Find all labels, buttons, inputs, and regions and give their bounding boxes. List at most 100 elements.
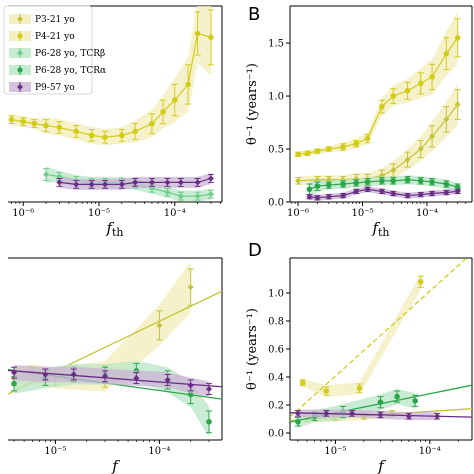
marker: [187, 284, 194, 291]
marker: [207, 191, 214, 198]
y-tick-label-b: 0.5: [268, 145, 284, 156]
point-p9-57-yo-d: [377, 411, 384, 419]
plot-area-b: [295, 11, 461, 201]
point-p3-21-yo-c: [187, 268, 194, 306]
y-tick-label-d: 0.8: [268, 317, 284, 328]
point-p9-57-yo-a: [177, 177, 184, 187]
marker: [56, 179, 63, 186]
fit-line-p4-21-yo-d: [290, 258, 468, 418]
point-p4-21-yo-b: [295, 151, 302, 158]
marker: [377, 411, 384, 418]
point-p9-57-yo-c: [206, 383, 213, 395]
marker: [11, 369, 18, 376]
point-p3-21-yo-b: [443, 106, 450, 133]
marker: [417, 146, 424, 153]
point-p6-28-yo-tcr-c: [206, 410, 213, 434]
marker: [377, 399, 384, 406]
marker: [454, 188, 461, 195]
point-p4-21-yo-b: [454, 18, 461, 58]
band-p4-21-yo-d: [302, 273, 421, 397]
marker: [102, 373, 109, 380]
legend-item-p9-57-yo: P9-57 yo: [9, 82, 75, 93]
y-axis-label-d: θ⁻¹ (years⁻¹): [245, 308, 260, 390]
marker: [314, 183, 321, 189]
band-p3-21-yo-b: [298, 83, 458, 186]
point-p9-57-yo-a: [207, 174, 214, 183]
point-p3-21-yo-b: [417, 140, 424, 159]
band-p4-21-yo-b: [298, 11, 458, 158]
marker: [390, 190, 397, 197]
point-p6-28-yo-tcr-d: [294, 417, 301, 427]
marker: [187, 382, 194, 389]
x-tick-label-d: 10⁻⁵: [324, 446, 346, 457]
point-p9-57-yo-b: [325, 193, 332, 200]
point-p4-21-yo-a: [194, 11, 201, 56]
point-p9-57-yo-a: [118, 179, 125, 189]
y-tick-label-b: 1.0: [268, 92, 284, 103]
legend-marker: [17, 84, 23, 90]
point-p9-57-yo-b: [454, 188, 461, 195]
x-tick-label-a: 10⁻⁵: [88, 208, 110, 219]
marker: [11, 380, 17, 387]
plot-area-d: [290, 258, 472, 428]
point-p4-21-yo-a: [56, 121, 63, 134]
point-p6-28-yo-tcr-b: [353, 179, 360, 187]
marker: [314, 194, 321, 201]
marker: [177, 193, 184, 200]
x-tick-label-a: 10⁻⁶: [12, 208, 34, 219]
marker: [434, 413, 441, 420]
point-p9-57-yo-a: [56, 177, 63, 187]
point-p4-21-yo-b: [417, 72, 424, 95]
marker: [454, 101, 461, 108]
point-p3-21-yo-b: [404, 151, 411, 168]
plot-area-c: [8, 261, 222, 438]
point-p4-21-yo-a: [132, 123, 139, 140]
panel-d: 10⁻⁵ 10⁻⁴ 0.0 0.2 0.4 0.6 0.8 1.0 f θ⁻¹ (years⁻¹): [245, 257, 473, 474]
point-p9-57-yo-b: [306, 193, 313, 200]
marker: [133, 375, 140, 382]
marker: [88, 132, 95, 139]
point-p4-21-yo-d: [323, 386, 330, 396]
legend-marker: [17, 16, 23, 22]
point-p4-21-yo-b: [378, 99, 385, 114]
point-p9-57-yo-b: [314, 194, 321, 201]
marker: [42, 371, 49, 378]
x-tick-label-b: 10⁻⁵: [351, 208, 373, 219]
marker: [206, 419, 212, 425]
y-tick-label-b: 1.5: [268, 39, 284, 50]
point-p4-21-yo-b: [325, 146, 332, 152]
marker: [102, 134, 108, 141]
x-tick-label-b: 10⁻⁶: [287, 208, 309, 219]
plot-area-a: [8, 6, 214, 202]
point-p9-57-yo-a: [164, 177, 171, 187]
marker: [340, 144, 346, 150]
point-p4-21-yo-a: [73, 125, 80, 138]
marker: [417, 80, 424, 87]
marker: [412, 398, 418, 404]
marker: [429, 179, 435, 185]
marker: [323, 388, 330, 394]
point-p4-21-yo-a: [148, 113, 155, 134]
point-p4-21-yo-a: [160, 99, 167, 125]
legend-label: P3-21 yo: [35, 15, 75, 25]
point-p9-57-yo-b: [417, 191, 424, 198]
point-p3-21-yo-b: [454, 89, 461, 120]
marker: [349, 410, 356, 417]
point-p4-21-yo-a: [101, 130, 108, 144]
marker: [31, 120, 38, 127]
point-p3-21-yo-c: [156, 310, 163, 341]
marker: [185, 81, 191, 88]
panel-a: 10⁻⁶ 10⁻⁵ 10⁻⁴ fth: [8, 5, 223, 239]
marker: [177, 179, 184, 186]
legend-label: P6-28 yo, TCRα: [35, 66, 106, 76]
point-p9-57-yo-b: [443, 189, 450, 196]
marker: [378, 188, 385, 195]
marker: [429, 133, 436, 140]
marker: [164, 376, 171, 383]
point-p6-28-yo-tcr-a: [177, 191, 184, 201]
marker: [443, 181, 450, 187]
marker: [164, 179, 171, 186]
point-p9-57-yo-b: [378, 188, 385, 195]
x-tick-label-a: 10⁻⁴: [164, 208, 186, 219]
marker: [208, 34, 214, 41]
